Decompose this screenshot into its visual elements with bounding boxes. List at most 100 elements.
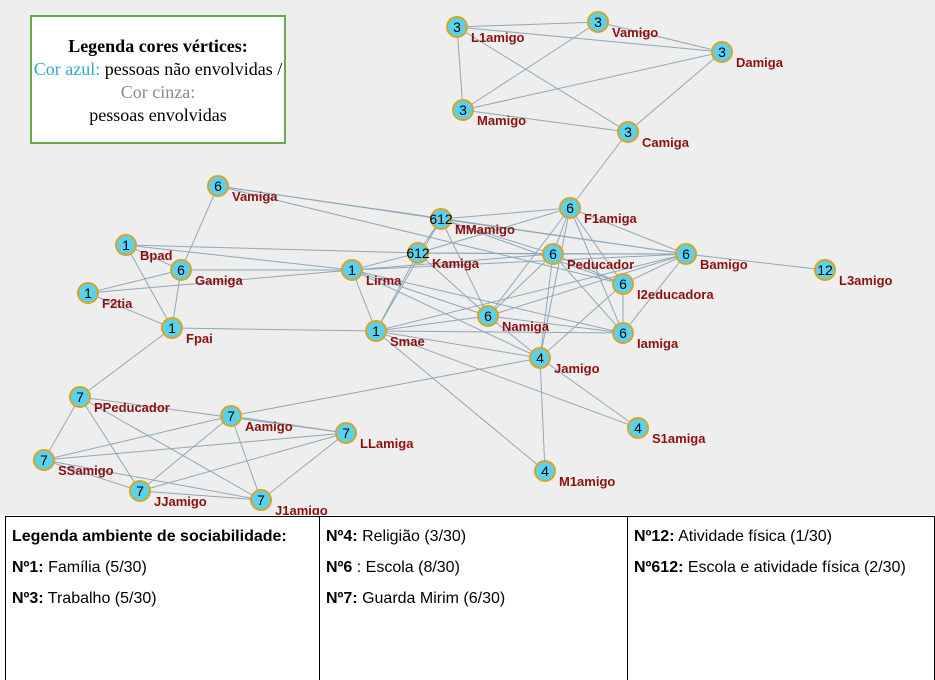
table-item: Nº612: Escola e atividade física (2/30) (634, 552, 928, 583)
edge (43, 396, 81, 461)
node-group: 6 (619, 325, 627, 341)
node-label: Peducador (567, 257, 634, 272)
node-group: 1 (168, 320, 176, 336)
edge (539, 283, 624, 359)
legend-gray-text: pessoas envolvidas (89, 105, 227, 125)
edge (43, 459, 262, 501)
table-column: Nº12: Atividade física (1/30) Nº612: Esco… (628, 517, 935, 680)
node (115, 234, 137, 256)
edge (87, 292, 173, 329)
edge (462, 21, 599, 111)
node (129, 480, 151, 502)
edge (79, 327, 173, 398)
node-label: Aamigo (245, 419, 293, 434)
edge (539, 357, 639, 429)
node-group: 7 (40, 452, 48, 468)
edge (622, 253, 687, 334)
edge (552, 253, 624, 334)
table-item: Nº12: Atividade física (1/30) (634, 521, 928, 552)
node-group: 612 (406, 245, 430, 261)
edge (79, 396, 347, 434)
node-group: 3 (718, 44, 726, 60)
edge (351, 253, 687, 271)
edge (375, 252, 419, 332)
edge (417, 207, 571, 254)
item-key: Nº612: (634, 559, 684, 576)
item-text: Trabalho (5/30) (47, 590, 157, 607)
edge (462, 51, 723, 111)
vertex-color-legend: Legenda cores vértices: Cor azul: pessoa… (30, 15, 286, 144)
node (587, 11, 609, 33)
edge (440, 218, 554, 255)
node (250, 489, 272, 511)
edge (685, 253, 826, 271)
edge (440, 207, 571, 220)
node-group: 3 (624, 124, 632, 140)
node-group: 4 (634, 420, 642, 436)
node-group: 3 (453, 19, 461, 35)
edge (462, 109, 629, 133)
node-group: 6 (484, 308, 492, 324)
edge (351, 269, 541, 359)
edge (487, 315, 541, 359)
node-group: 4 (536, 350, 544, 366)
item-text: Atividade física (1/30) (678, 528, 832, 545)
node (452, 99, 474, 121)
edge (87, 269, 353, 294)
node-group: 1 (84, 285, 92, 301)
node-label: Gamiga (195, 273, 243, 288)
node (365, 320, 387, 342)
node (675, 243, 697, 265)
node-label: Lirma (366, 273, 402, 288)
edge (260, 432, 347, 501)
node-group: 612 (429, 211, 453, 227)
node-label: MMamigo (455, 222, 515, 237)
edge (125, 244, 173, 329)
node-label: L1amigo (471, 30, 525, 45)
node (207, 175, 229, 197)
legend-blue-text: pessoas não envolvidas / (104, 59, 283, 79)
edge (43, 459, 141, 492)
edge (627, 51, 723, 133)
edge (139, 432, 347, 492)
node-label: Vamiga (232, 189, 278, 204)
node-label: Iamiga (637, 336, 679, 351)
edge (171, 327, 377, 332)
edge (487, 253, 554, 317)
node (33, 449, 55, 471)
node-label: Bamigo (700, 257, 748, 272)
node-label: Jamigo (554, 361, 600, 376)
edge (351, 252, 419, 271)
edge (375, 330, 546, 472)
node-label: Namiga (502, 319, 550, 334)
node (446, 16, 468, 38)
edge (440, 218, 687, 255)
node (220, 405, 242, 427)
node (161, 317, 183, 339)
edge (43, 432, 347, 461)
legend-blue-key: Cor azul: (33, 59, 101, 79)
table-column: Legenda ambiente de sociabilidade: Nº1: F… (5, 517, 320, 680)
node-group: 4 (541, 463, 549, 479)
edge (487, 315, 624, 334)
table-item: Nº7: Guarda Mirim (6/30) (326, 583, 621, 614)
node-group: 12 (817, 262, 833, 278)
item-text: Escola e atividade física (2/30) (687, 559, 906, 576)
node-label: PPeducador (94, 400, 170, 415)
edge (217, 185, 624, 285)
node (529, 347, 551, 369)
table-column: Nº4: Religião (3/30) Nº6 : Escola (8/30) N… (320, 517, 628, 680)
node (335, 422, 357, 444)
edge (375, 218, 442, 332)
edge (552, 253, 624, 285)
legend-title: Legenda cores vértices: (68, 36, 248, 56)
node-group: 6 (619, 276, 627, 292)
item-key: Nº1: (12, 559, 44, 576)
node (814, 259, 836, 281)
node (617, 121, 639, 143)
node-group: 7 (257, 492, 265, 508)
table-item: Nº3: Trabalho (5/30) (12, 583, 313, 614)
node-label: Damiga (736, 55, 784, 70)
edge (375, 330, 541, 359)
